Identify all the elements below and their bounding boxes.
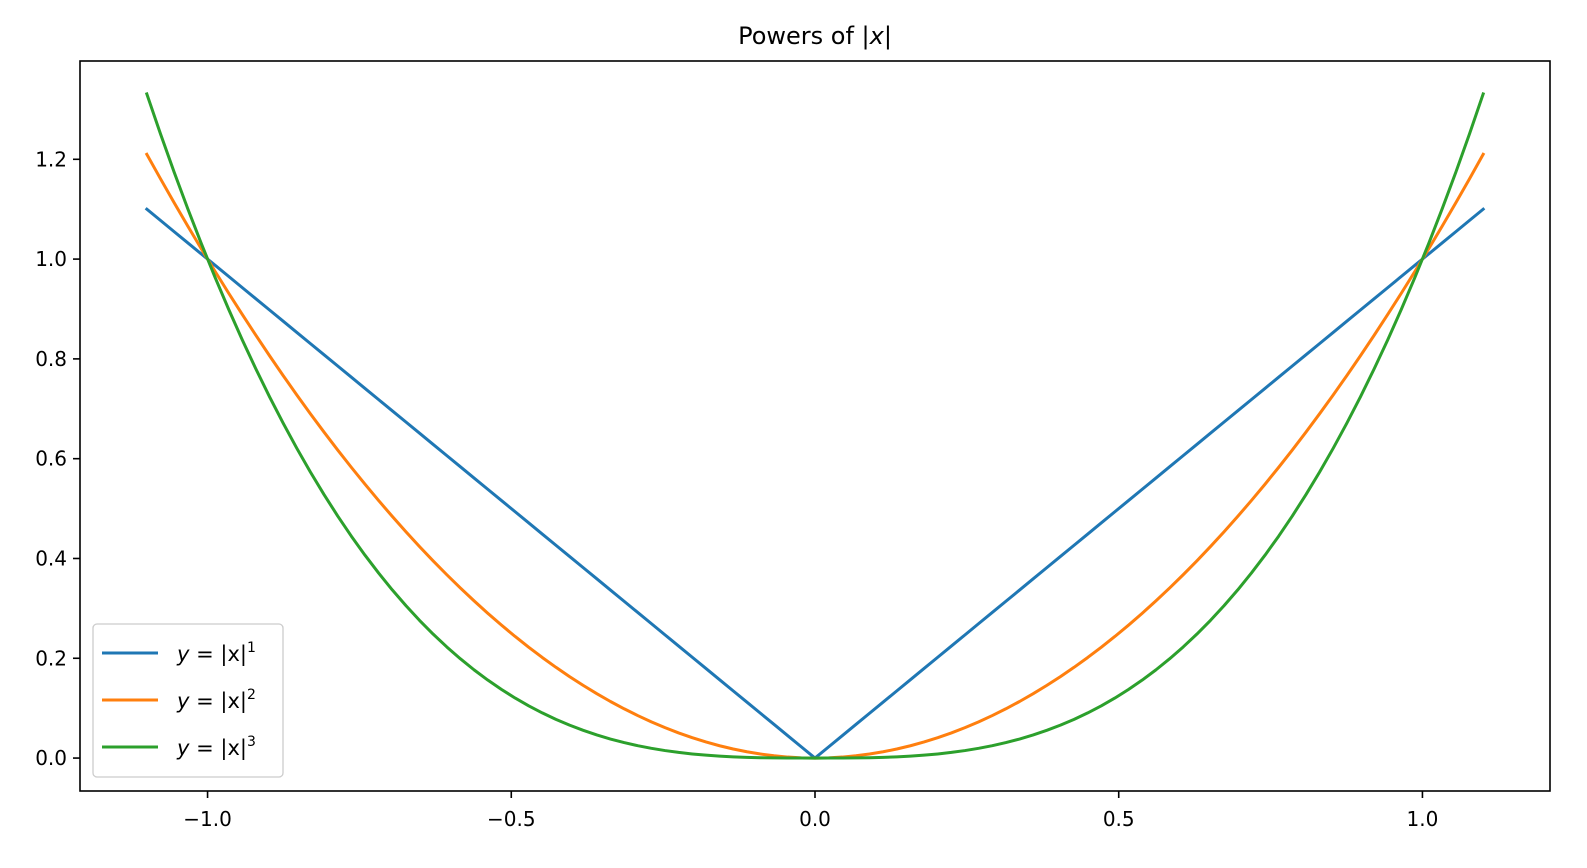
y-tick-label: 0.8 bbox=[35, 347, 67, 371]
y-tick-label: 0.2 bbox=[35, 646, 67, 670]
y-tick-label: 1.0 bbox=[35, 247, 67, 271]
chart-title-text: Powers of |x| bbox=[738, 22, 892, 50]
y-tick-label: 0.0 bbox=[35, 746, 67, 770]
series-line-1 bbox=[144, 207, 1486, 760]
x-tick-label: 0.0 bbox=[799, 807, 831, 831]
series-layer bbox=[144, 92, 1486, 760]
axes-frame bbox=[79, 60, 1551, 792]
legend-label-3: y = |x|3 bbox=[176, 734, 256, 761]
x-tick-label: 1.0 bbox=[1407, 807, 1439, 831]
legend-label-2: y = |x|2 bbox=[176, 687, 256, 714]
y-tick-label: 1.2 bbox=[35, 147, 67, 171]
series-line-3 bbox=[144, 92, 1486, 760]
y-tick-label: 0.4 bbox=[35, 546, 67, 570]
y-tick-label: 0.6 bbox=[35, 447, 67, 471]
x-axis: −1.0 −0.5 0.0 0.5 1.0 bbox=[183, 791, 1438, 831]
x-tick-label: 0.5 bbox=[1103, 807, 1135, 831]
chart-title: Powers of |x| bbox=[738, 22, 892, 50]
legend-label-1: y = |x|1 bbox=[176, 640, 256, 667]
legend: y = |x|1 y = |x|2 y = |x|3 bbox=[92, 623, 284, 778]
x-tick-label: −1.0 bbox=[183, 807, 232, 831]
y-axis: 0.0 0.2 0.4 0.6 0.8 1.0 1.2 bbox=[35, 147, 80, 770]
x-tick-label: −0.5 bbox=[487, 807, 536, 831]
chart-title-math: |x| bbox=[862, 22, 892, 50]
series-line-2 bbox=[144, 152, 1486, 760]
chart-title-prefix: Powers of bbox=[738, 22, 861, 50]
legend-box bbox=[92, 623, 284, 778]
